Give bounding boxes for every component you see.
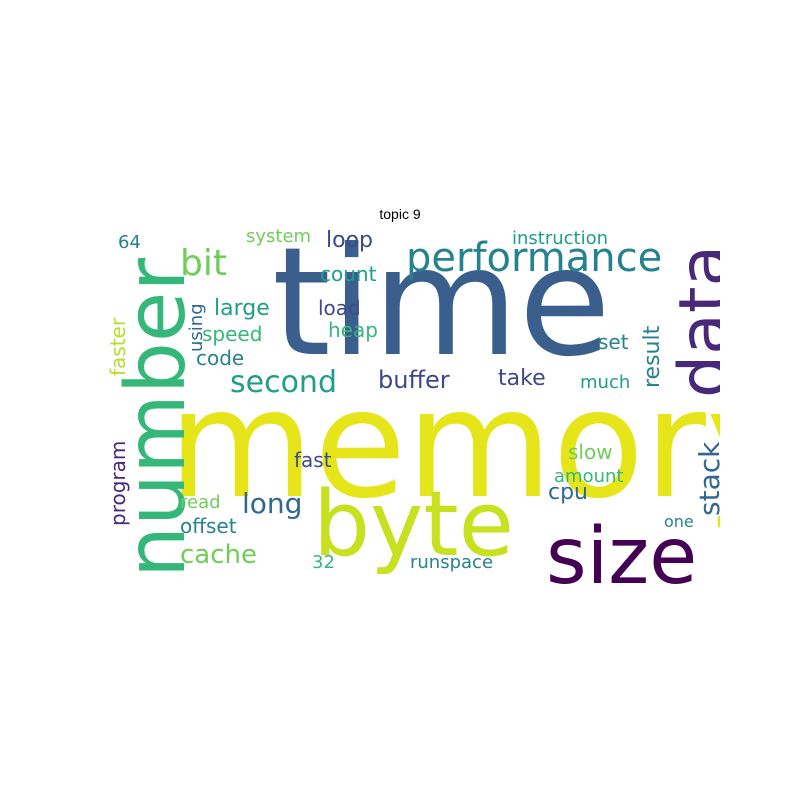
word-cache: cache — [180, 540, 257, 570]
word-program: program — [108, 440, 130, 526]
word-long: long — [242, 487, 303, 520]
word-64: 64 — [118, 232, 141, 253]
figure-title: topic 9 — [379, 206, 421, 222]
word-slow: slow — [568, 440, 613, 464]
word-data: data — [665, 244, 720, 398]
word-set: set — [598, 330, 629, 354]
word-much: much — [580, 372, 631, 393]
word-buffer: buffer — [378, 366, 450, 394]
word-fast: fast — [294, 448, 332, 472]
word-stack: stack — [693, 441, 720, 516]
word-load: load — [318, 296, 361, 320]
word-large: large — [214, 296, 270, 321]
word-32: 32 — [312, 552, 335, 573]
word-loop: loop — [326, 228, 373, 253]
word-runspace: runspace — [410, 552, 494, 573]
word-using: using — [186, 303, 207, 352]
word-system: system — [246, 228, 312, 247]
word-result: result — [640, 325, 665, 388]
word-amount: amount — [554, 466, 624, 487]
word-size: size — [546, 512, 698, 586]
word-byte: byte — [313, 472, 515, 577]
word-second: second — [230, 365, 337, 400]
word-bit: bit — [180, 243, 227, 284]
word-memory: memory — [168, 358, 720, 532]
word-take: take — [498, 366, 546, 391]
word-count: count — [320, 262, 377, 286]
word-code: code — [196, 346, 245, 370]
word-performance: performance — [406, 235, 663, 281]
word-read: read — [180, 492, 221, 513]
word-cloud: timememorybytesizenumberdataperformances… — [108, 228, 720, 586]
word-time: time — [272, 228, 611, 390]
word-one: one — [664, 512, 694, 531]
word-faster: faster — [108, 317, 130, 376]
word-heap: heap — [328, 318, 378, 342]
word-instruction: instruction — [512, 228, 609, 249]
word-cpu: cpu — [548, 480, 589, 505]
word-offset: offset — [180, 514, 237, 538]
word-speed: speed — [202, 322, 263, 346]
